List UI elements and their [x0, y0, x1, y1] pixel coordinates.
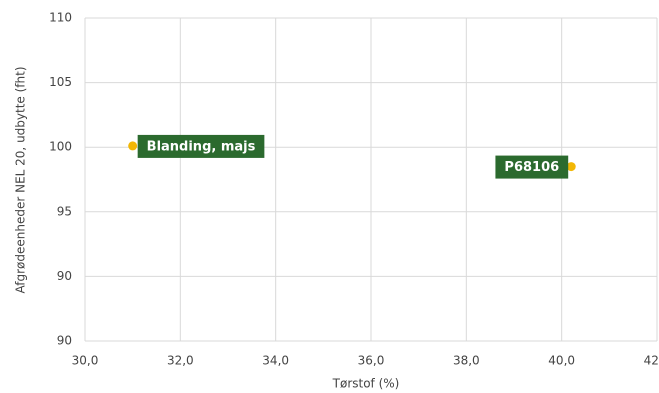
y-tick-label: 110 — [49, 11, 72, 25]
y-tick-label: 95 — [57, 204, 72, 218]
x-tick-label: 32,0 — [167, 354, 194, 368]
x-tick-label: 40,0 — [548, 354, 575, 368]
point — [128, 141, 138, 151]
point-label: P68106 — [504, 160, 559, 175]
x-tick-label: 30,0 — [72, 354, 99, 368]
y-axis-title: Afgrødeenheder NEL 20, udbytte (fht) — [14, 66, 28, 293]
point-label-box — [495, 155, 569, 179]
x-tick-label: 34,0 — [262, 354, 289, 368]
y-tick-label: 90 — [57, 269, 72, 283]
point — [566, 162, 576, 172]
point-label: Blanding, majs — [147, 139, 256, 154]
x-tick-label: 38,0 — [453, 354, 480, 368]
y-tick-label: 90 — [57, 334, 72, 348]
y-tick-label: 105 — [49, 75, 72, 89]
x-tick-label: 42,0 — [644, 354, 659, 368]
x-tick-label: 36,0 — [358, 354, 385, 368]
y-tick-label: 100 — [49, 140, 72, 154]
point-label-box — [137, 134, 265, 158]
x-axis-title: Tørstof (%) — [332, 377, 400, 391]
